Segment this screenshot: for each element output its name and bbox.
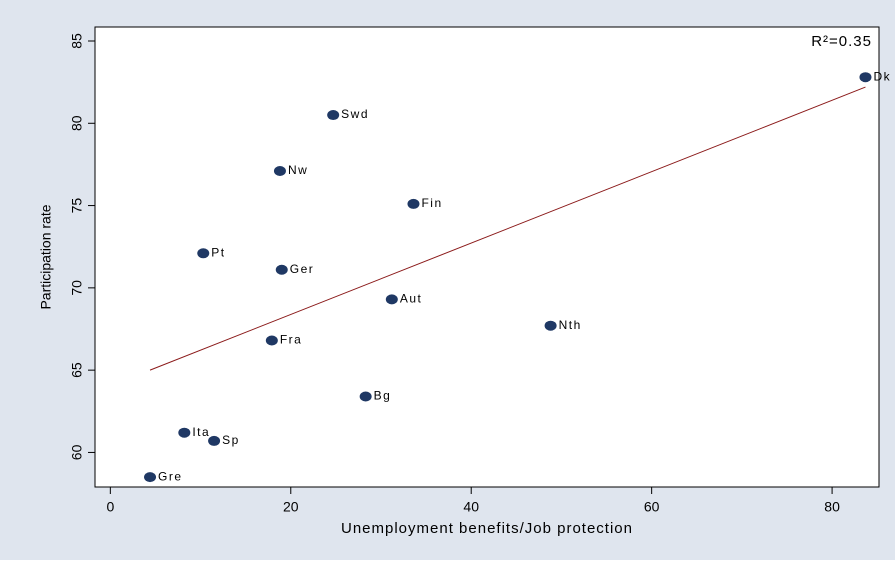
y-tick-label: 60 [69,444,85,460]
point [385,294,398,305]
y-tick-label: 70 [69,280,85,296]
trend-line [149,86,866,371]
point [265,335,278,346]
point [144,472,157,483]
annotation: R²=0.35 [811,33,872,50]
point [273,166,286,177]
y-tick-label: 65 [69,362,85,378]
point-label: Swd [341,107,369,121]
point-label: Dk [873,69,891,83]
point-label: Fin [421,196,442,210]
point-label: Pt [211,245,225,259]
point-label: Aut [400,292,423,306]
point [859,72,872,83]
point-label: Nw [288,163,308,177]
point [407,198,420,209]
point-label: Nth [559,318,582,332]
x-tick-label: 40 [463,499,479,515]
point [275,264,288,275]
x-tick-label: 80 [824,499,840,515]
point-label: Bg [374,389,392,403]
x-tick-label: 0 [106,499,114,515]
point [544,320,557,331]
plot-area [94,26,880,488]
y-tick-label: 85 [69,33,85,49]
point [208,435,221,446]
point-label: Ger [290,262,315,276]
point-label: Ita [192,425,210,439]
y-tick-label: 80 [69,115,85,131]
point-label: Fra [280,333,303,347]
point-label: Gre [158,469,183,483]
point [327,110,340,121]
x-tick-label: 60 [644,499,660,515]
point [178,427,191,438]
y-axis-title: Participation rate [38,204,54,309]
x-tick-label: 20 [283,499,299,515]
y-tick-label: 75 [69,198,85,214]
point [359,391,372,402]
point-label: Sp [222,433,240,447]
x-axis-title: Unemployment benefits/Job protection [341,520,633,537]
point [197,248,210,259]
